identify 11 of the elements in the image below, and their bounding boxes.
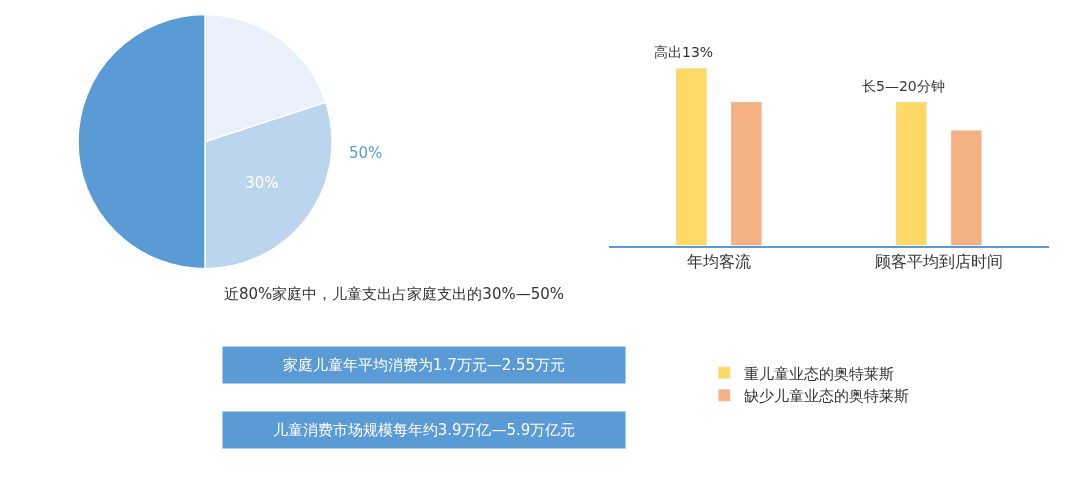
x-tick-label: 年均客流	[686, 251, 751, 271]
data-label: 30%	[245, 173, 279, 192]
legend-label: 重儿童业态的奥特莱斯	[744, 364, 895, 383]
text: 儿童消费市场规模每年约3.9万亿—5.9万亿元	[272, 421, 576, 439]
text: 高出13%	[654, 44, 714, 60]
text: 家庭儿童年平均消费为1.7万元—2.55万元	[282, 356, 566, 374]
legend-label: 缺少儿童业态的奥特莱斯	[744, 387, 910, 406]
x-tick-label: 顾客平均到店时间	[874, 251, 1003, 271]
text: 50%	[349, 144, 383, 162]
text: 近80%家庭中，儿童支出占家庭支出的30%—50%	[224, 285, 565, 303]
annotation: 长5—20分钟	[862, 78, 945, 94]
